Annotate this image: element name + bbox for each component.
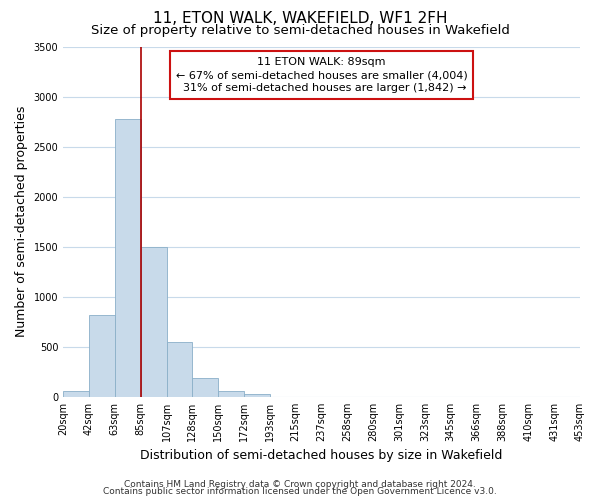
Bar <box>218 392 244 397</box>
Bar <box>63 391 89 397</box>
Bar <box>167 342 193 397</box>
Bar <box>193 378 218 397</box>
Bar <box>140 246 167 397</box>
Text: Contains public sector information licensed under the Open Government Licence v3: Contains public sector information licen… <box>103 488 497 496</box>
Text: Contains HM Land Registry data © Crown copyright and database right 2024.: Contains HM Land Registry data © Crown c… <box>124 480 476 489</box>
Bar <box>115 118 140 397</box>
Text: Size of property relative to semi-detached houses in Wakefield: Size of property relative to semi-detach… <box>91 24 509 37</box>
Text: 11, ETON WALK, WAKEFIELD, WF1 2FH: 11, ETON WALK, WAKEFIELD, WF1 2FH <box>153 11 447 26</box>
Bar <box>244 394 270 397</box>
X-axis label: Distribution of semi-detached houses by size in Wakefield: Distribution of semi-detached houses by … <box>140 450 503 462</box>
Text: 11 ETON WALK: 89sqm
← 67% of semi-detached houses are smaller (4,004)
  31% of s: 11 ETON WALK: 89sqm ← 67% of semi-detach… <box>176 57 467 94</box>
Bar <box>89 315 115 397</box>
Y-axis label: Number of semi-detached properties: Number of semi-detached properties <box>15 106 28 338</box>
